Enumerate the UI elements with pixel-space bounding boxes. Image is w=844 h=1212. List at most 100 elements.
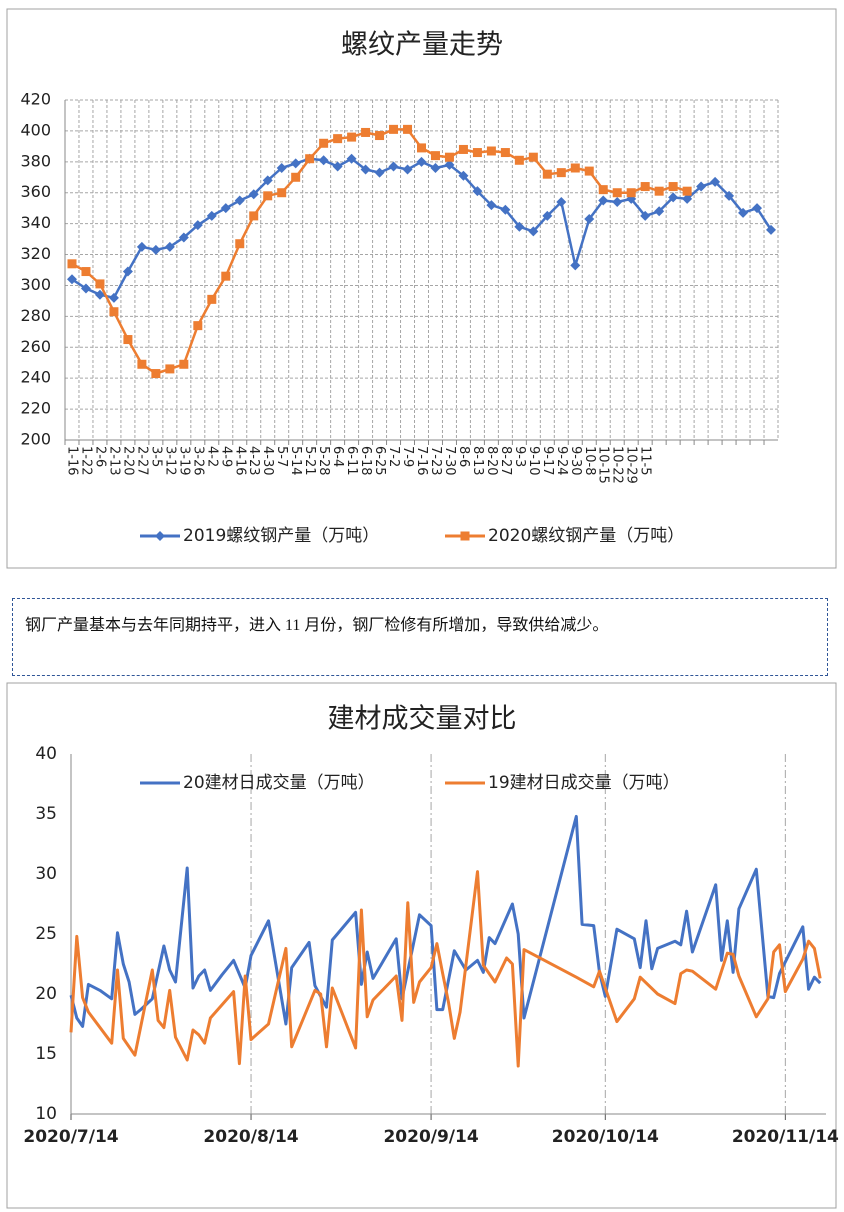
point [235, 239, 245, 249]
point [193, 321, 203, 331]
point [668, 192, 679, 203]
x-tick-label: 3-26 [190, 446, 205, 476]
x-tick-label: 7-16 [414, 446, 429, 476]
legend-label: 2019螺纹钢产量（万吨） [183, 526, 379, 546]
point [584, 166, 594, 176]
point [430, 163, 441, 173]
point [752, 203, 763, 214]
point [80, 283, 91, 294]
x-tick-label: 4-2 [204, 446, 219, 467]
point [192, 220, 203, 231]
point [542, 169, 552, 179]
x-tick-label: 10-8 [582, 446, 597, 476]
text-block: 钢厂产量基本与去年同期持平，进入 11 月份，钢厂检修有所增加，导致供给减少。 [12, 598, 828, 676]
chart-frame [6, 682, 837, 1209]
x-tick-label: 7-9 [400, 446, 415, 467]
point [123, 335, 133, 345]
point [332, 161, 343, 172]
x-tick-label: 8-6 [456, 446, 471, 467]
point [472, 186, 483, 197]
x-tick-label: 3-12 [162, 446, 177, 476]
x-tick-label: 9-3 [512, 446, 527, 467]
point [738, 207, 749, 218]
point [249, 211, 259, 221]
y-tick-label: 25 [35, 924, 57, 944]
point [514, 155, 524, 165]
point [710, 176, 721, 187]
y-tick-label: 380 [20, 151, 51, 170]
point [682, 193, 693, 204]
point [556, 197, 567, 207]
x-tick-label: 2-6 [92, 446, 107, 467]
x-tick-label: 8-20 [484, 446, 499, 476]
y-tick-label: 20 [35, 984, 57, 1004]
point [319, 138, 329, 148]
point [626, 188, 636, 198]
point [444, 159, 455, 170]
y-tick-label: 420 [20, 90, 51, 109]
x-tick-label: 2-27 [134, 446, 149, 476]
x-tick-label: 2-13 [106, 446, 121, 476]
point [528, 152, 538, 162]
point [108, 292, 119, 303]
y-tick-label: 340 [20, 213, 51, 232]
point [136, 241, 147, 252]
y-tick-label: 300 [20, 275, 51, 294]
point [248, 189, 259, 200]
point [374, 167, 385, 178]
point [206, 210, 217, 221]
legend-label: 19建材日成交量（万吨） [488, 773, 680, 793]
point [67, 259, 77, 269]
point [388, 161, 399, 172]
x-tick-label: 2020/7/14 [23, 1127, 118, 1147]
legend-marker [460, 531, 470, 541]
point [402, 164, 413, 175]
point [416, 156, 427, 167]
point [598, 185, 608, 195]
point [486, 200, 497, 211]
x-tick-label: 2020/9/14 [383, 1127, 478, 1147]
x-tick-label: 5-28 [316, 446, 331, 476]
x-tick-label: 2020/11/14 [732, 1127, 839, 1147]
point [458, 170, 469, 181]
point [360, 164, 371, 175]
point [262, 175, 273, 186]
x-tick-label: 1-22 [78, 446, 93, 476]
point [417, 143, 426, 153]
x-tick-label: 11-5 [638, 446, 653, 476]
point [766, 224, 777, 235]
x-tick-label: 5-14 [288, 446, 303, 476]
point [137, 359, 147, 369]
y-tick-label: 15 [35, 1044, 57, 1064]
point [668, 182, 678, 192]
x-tick-label: 9-24 [554, 446, 569, 476]
x-tick-label: 4-16 [232, 446, 247, 476]
point [220, 203, 231, 214]
point [234, 195, 245, 206]
point [500, 148, 510, 158]
point [346, 153, 357, 164]
point [81, 267, 91, 277]
point [221, 271, 231, 281]
chart-frame [6, 8, 837, 569]
point [95, 279, 105, 289]
point [640, 182, 650, 192]
x-tick-label: 7-2 [386, 446, 401, 467]
point [724, 190, 735, 201]
x-tick-label: 4-30 [260, 446, 275, 476]
x-tick-label: 1-16 [64, 446, 79, 476]
point [94, 289, 105, 300]
point [66, 274, 77, 285]
x-tick-label: 10-29 [624, 446, 639, 484]
y-tick-label: 360 [20, 182, 51, 201]
point [556, 168, 566, 178]
series-line [69, 814, 822, 1028]
point [528, 226, 539, 237]
x-tick-label: 10-15 [596, 446, 611, 484]
point [570, 260, 581, 271]
point [640, 210, 651, 221]
point [207, 294, 217, 304]
x-tick-label: 5-21 [302, 446, 317, 476]
x-tick-label: 4-9 [218, 446, 233, 467]
